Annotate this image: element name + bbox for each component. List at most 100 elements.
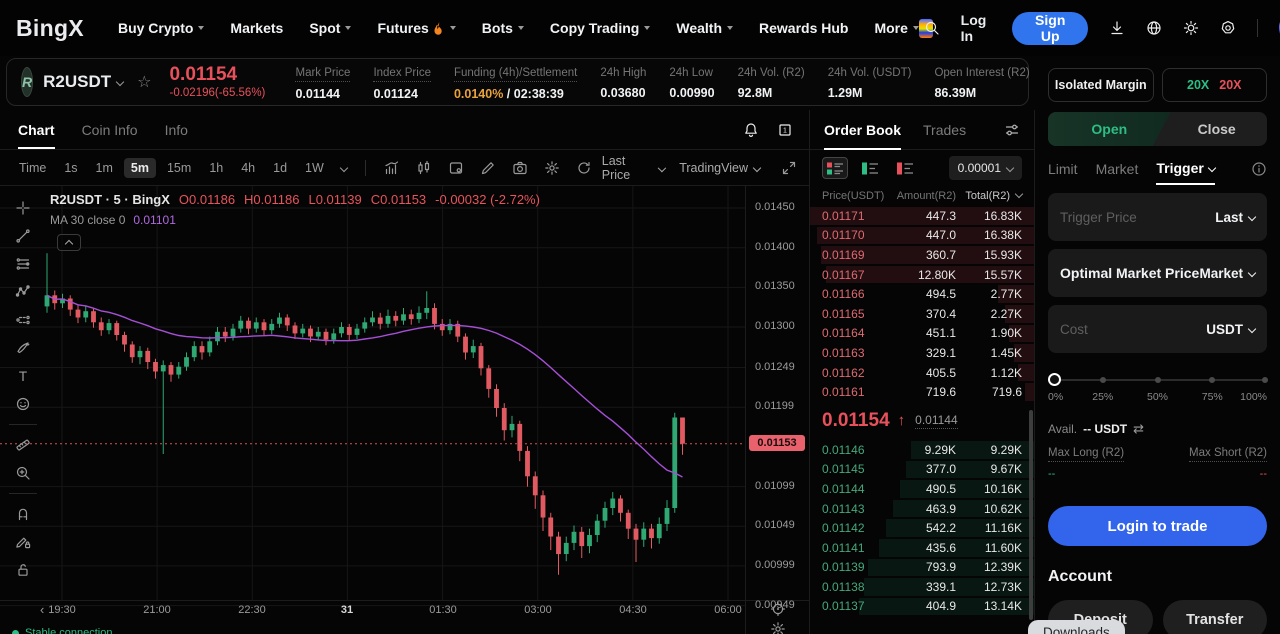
slider-handle[interactable]	[1048, 373, 1061, 386]
nav-item-futures[interactable]: Futures	[377, 20, 456, 36]
orderbook-ask-row[interactable]: 0.01171 447.3 16.83K	[810, 206, 1034, 226]
tab-coin-info[interactable]: Coin Info	[81, 121, 138, 138]
downloads-bar[interactable]: Downloads	[1028, 620, 1125, 634]
search-icon[interactable]	[924, 20, 940, 36]
fullscreen-icon[interactable]	[775, 160, 797, 176]
price-type-select[interactable]: Market	[1199, 266, 1257, 281]
chart-source-select[interactable]: TradingView	[679, 161, 762, 175]
time-axis[interactable]: 19:30 21:00 22:30 31 01:30 03:00 04:30 06:00	[0, 600, 745, 620]
favorite-star-icon[interactable]: ☆	[137, 74, 152, 91]
timeline-collapse-chevron[interactable]: ‹	[40, 602, 45, 617]
trendline-tool-icon[interactable]	[13, 226, 33, 246]
book-mode-bids-icon[interactable]	[857, 157, 883, 179]
slider-dot[interactable]	[1261, 377, 1268, 383]
tab-chart[interactable]: Chart	[18, 110, 55, 149]
forecast-tool-icon[interactable]	[13, 310, 33, 330]
slider-dot[interactable]	[1099, 377, 1106, 383]
orderbook-ask-row[interactable]: 0.01162 405.5 1.12K	[810, 363, 1034, 383]
trigger-price-field[interactable]: Trigger Price Last	[1048, 193, 1267, 241]
orderbook-bid-row[interactable]: 0.01139 793.9 12.39K	[810, 558, 1034, 578]
orderbook-settings-icon[interactable]	[1004, 122, 1020, 138]
interval-1w[interactable]: 1W	[305, 160, 324, 175]
nav-item-more[interactable]: More	[874, 20, 919, 36]
tab-info[interactable]: Info	[164, 121, 188, 138]
alert-bell-icon[interactable]	[743, 122, 759, 138]
transfer-button[interactable]: Transfer	[1162, 600, 1267, 634]
open-tab[interactable]: Open	[1048, 112, 1171, 146]
col-total[interactable]: Total(R2)	[956, 189, 1024, 202]
crosshair-tool-icon[interactable]	[13, 198, 33, 218]
tab-limit[interactable]: Limit	[1048, 161, 1078, 177]
tab-market[interactable]: Market	[1095, 161, 1139, 177]
signup-button[interactable]: Sign Up	[1012, 11, 1089, 45]
scroll-to-realtime-icon[interactable]	[770, 601, 786, 617]
orderbook-ask-row[interactable]: 0.01166 494.5 2.77K	[810, 284, 1034, 304]
nav-item-rewards-hub[interactable]: Rewards Hub	[759, 20, 849, 36]
orderbook-ask-row[interactable]: 0.01169 360.7 15.93K	[810, 245, 1034, 265]
interval-1s[interactable]: 1s	[64, 160, 78, 175]
precision-dropdown[interactable]: 0.00001	[948, 156, 1022, 180]
bingx-logo[interactable]: BingX	[16, 14, 84, 41]
cost-unit-select[interactable]: USDT	[1206, 322, 1257, 337]
tab-trades[interactable]: Trades	[923, 121, 967, 138]
book-mode-asks-icon[interactable]	[892, 157, 918, 179]
nav-item-bots[interactable]: Bots	[482, 20, 524, 36]
slider-dot[interactable]	[1154, 377, 1161, 383]
orderbook-ask-row[interactable]: 0.01161 719.6 719.6	[810, 382, 1034, 402]
nav-item-markets[interactable]: Markets	[230, 20, 284, 36]
lock-open-tool-icon[interactable]	[13, 560, 33, 580]
orderbook-ask-row[interactable]: 0.01163 329.1 1.45K	[810, 343, 1034, 363]
interval-5m[interactable]: 5m	[123, 157, 156, 178]
orderbook-bid-row[interactable]: 0.01142 542.2 11.16K	[810, 518, 1034, 538]
interval-more-chevron[interactable]	[335, 163, 353, 172]
smiley-tool-icon[interactable]	[13, 394, 33, 414]
download-app-icon[interactable]	[1109, 20, 1125, 36]
orderbook-bid-row[interactable]: 0.01144 490.5 10.16K	[810, 479, 1034, 499]
interval-15m[interactable]: 15m	[166, 160, 192, 175]
ruler-tool-icon[interactable]	[13, 435, 33, 455]
interval-time[interactable]: Time	[19, 160, 47, 175]
book-mode-both-icon[interactable]	[822, 157, 848, 179]
price-field[interactable]: Optimal Market Price Market	[1048, 249, 1267, 297]
refresh-icon[interactable]	[570, 160, 598, 176]
orderbook-bid-row[interactable]: 0.01145 377.0 9.67K	[810, 460, 1034, 480]
theme-icon[interactable]	[1183, 20, 1199, 36]
login-to-trade-button[interactable]: Login to trade	[1048, 506, 1267, 546]
orderbook-mid[interactable]: 0.01154 ↑ 0.01144	[810, 402, 1034, 440]
orderbook-ask-row[interactable]: 0.01170 447.0 16.38K	[810, 226, 1034, 246]
indicators-icon[interactable]	[378, 160, 406, 176]
hlines-tool-icon[interactable]	[13, 254, 33, 274]
text-tool-icon[interactable]: T	[13, 366, 33, 386]
price-axis[interactable]: 0.01450 0.01400 0.01350 0.01300 0.01249 0.011…	[746, 186, 809, 634]
orderbook-ask-row[interactable]: 0.01167 12.80K 15.57K	[810, 265, 1034, 285]
orderbook-scrollbar[interactable]	[1029, 410, 1033, 620]
nav-item-spot[interactable]: Spot	[309, 20, 352, 36]
orderbook-ask-row[interactable]: 0.01165 370.4 2.27K	[810, 304, 1034, 324]
swap-icon[interactable]: ⇄	[1133, 421, 1145, 436]
nav-item-wealth[interactable]: Wealth	[676, 20, 733, 36]
axis-settings-icon[interactable]	[770, 621, 786, 634]
draw-icon[interactable]	[474, 160, 502, 176]
candlestick-chart[interactable]	[0, 186, 809, 634]
camera-icon[interactable]	[506, 160, 534, 176]
orderbook-ask-row[interactable]: 0.01164 451.1 1.90K	[810, 324, 1034, 344]
zoomin-tool-icon[interactable]	[13, 463, 33, 483]
interval-1d[interactable]: 1d	[273, 160, 288, 175]
nav-item-buy-crypto[interactable]: Buy Crypto	[118, 20, 205, 36]
trigger-type-select[interactable]: Last	[1215, 210, 1257, 225]
close-tab[interactable]: Close	[1197, 121, 1236, 137]
orderbook-bid-row[interactable]: 0.01143 463.9 10.62K	[810, 499, 1034, 519]
pencil-lock-tool-icon[interactable]	[13, 532, 33, 552]
price-mode-select[interactable]: Last Price	[602, 154, 666, 182]
legend-collapse-button[interactable]	[57, 234, 81, 251]
interval-1h[interactable]: 1h	[209, 160, 224, 175]
cost-field[interactable]: Cost USDT	[1048, 305, 1267, 353]
margin-mode-button[interactable]: Isolated Margin	[1048, 68, 1154, 102]
info-icon[interactable]	[1251, 161, 1267, 184]
tab-trigger[interactable]: Trigger	[1156, 160, 1217, 185]
panel-layout-icon[interactable]: 1	[777, 122, 793, 138]
chart-display-icon[interactable]	[442, 160, 470, 176]
brush-tool-icon[interactable]	[13, 338, 33, 358]
orderbook-bid-row[interactable]: 0.01138 339.1 12.73K	[810, 577, 1034, 597]
orderbook-bid-row[interactable]: 0.01141 435.6 11.60K	[810, 538, 1034, 558]
